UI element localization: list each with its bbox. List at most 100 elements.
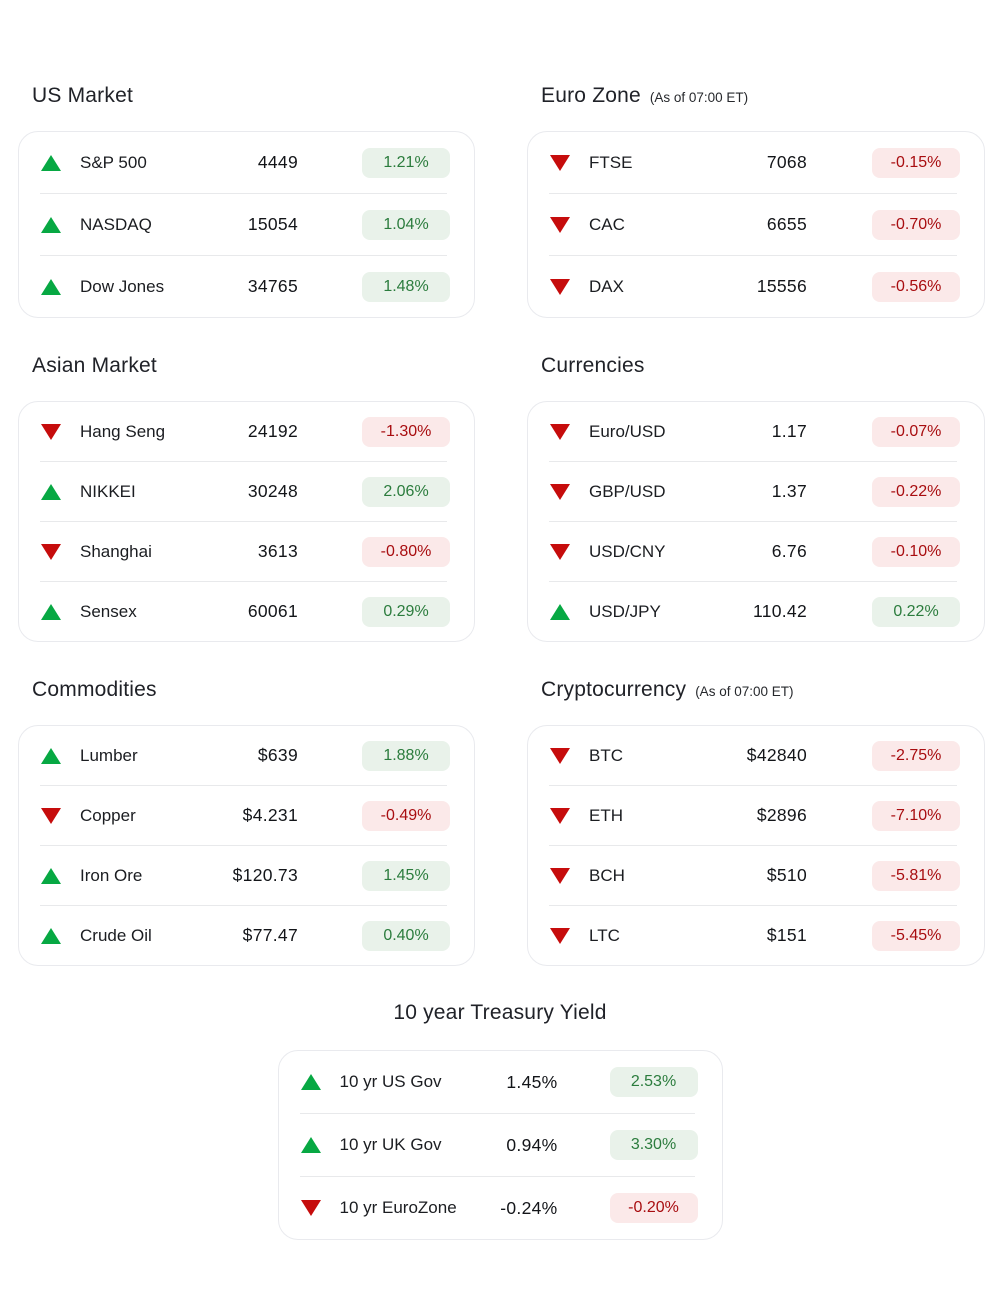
section-header: Currencies [527, 354, 985, 380]
instrument-value: 6655 [766, 214, 807, 234]
section-commodities: Commodities Lumber $639 1.88% Copper $4.231 -… [18, 678, 475, 966]
row-divider [549, 255, 957, 256]
change-badge: 3.30% [609, 1130, 698, 1160]
market-row: Shanghai 3613 -0.80% [19, 522, 474, 581]
instrument-name: 10 yr EuroZone [339, 1198, 457, 1217]
section-title: Euro Zone [541, 84, 641, 107]
market-row: 10 yr EuroZone -0.24% -0.20% [279, 1177, 722, 1239]
change-badge: 2.53% [609, 1067, 698, 1097]
instrument-value: 110.42 [752, 601, 807, 621]
up-triangle-icon [41, 154, 61, 171]
instrument-value: $4.231 [242, 805, 298, 825]
instrument-name: Iron Ore [80, 865, 143, 885]
change-badge: -5.81% [872, 860, 960, 891]
market-row: GBP/USD 1.37 -0.22% [528, 462, 984, 521]
instrument-name: 10 yr UK Gov [339, 1135, 442, 1154]
down-triangle-icon [550, 278, 570, 295]
instrument-name: Hang Seng [80, 421, 166, 441]
row-divider [40, 581, 447, 582]
instrument-name: Shanghai [80, 541, 152, 561]
row-divider [40, 785, 447, 786]
change-badge: 0.29% [362, 596, 450, 627]
instrument-value: 1.17 [771, 421, 807, 441]
instrument-value: 6.76 [771, 541, 807, 561]
up-triangle-icon [300, 1074, 321, 1090]
instrument-name: Dow Jones [80, 276, 165, 296]
row-divider [549, 461, 957, 462]
section-header: Commodities [18, 678, 475, 704]
up-triangle-icon [41, 603, 61, 620]
row-divider [40, 905, 447, 906]
instrument-value: 15054 [247, 214, 298, 234]
market-card: S&P 500 4449 1.21% NASDAQ 15054 1.04% Dow Jone… [18, 131, 475, 318]
up-triangle-icon [41, 483, 61, 500]
instrument-name: BCH [589, 865, 625, 885]
change-badge: -0.10% [872, 536, 960, 567]
instrument-name: S&P 500 [80, 152, 147, 172]
market-card: Lumber $639 1.88% Copper $4.231 -0.49% Iron Or… [18, 725, 475, 966]
row-divider [549, 521, 957, 522]
section-currencies: Currencies Euro/USD 1.17 -0.07% GBP/USD 1.37… [527, 354, 985, 642]
dashboard-row-3: Commodities Lumber $639 1.88% Copper $4.231 -… [0, 678, 1000, 966]
down-triangle-icon [41, 807, 61, 824]
row-divider [40, 193, 447, 194]
section-header: Cryptocurrency (As of 07:00 ET) [527, 678, 985, 704]
change-badge: -1.30% [362, 416, 450, 447]
row-divider [549, 785, 957, 786]
instrument-value: $2896 [756, 805, 807, 825]
change-badge: -0.56% [872, 271, 960, 302]
change-badge: -0.70% [872, 209, 960, 240]
market-card: FTSE 7068 -0.15% CAC 6655 -0.70% DAX 15556 -0.56… [527, 131, 985, 318]
section-header: 10 year Treasury Yield [0, 1001, 1000, 1027]
instrument-value: 1.37 [771, 481, 807, 501]
instrument-name: FTSE [589, 152, 633, 172]
row-divider [40, 461, 447, 462]
instrument-value: $639 [257, 745, 298, 765]
section-asian-market: Asian Market Hang Seng 24192 -1.30% NIKKEI 3… [18, 354, 475, 642]
section-title: Currencies [541, 354, 645, 377]
market-card: Euro/USD 1.17 -0.07% GBP/USD 1.37 -0.22% USD/C… [527, 401, 985, 642]
section-title: Commodities [32, 678, 157, 701]
section-title: 10 year Treasury Yield [393, 1001, 607, 1024]
change-badge: -0.15% [872, 147, 960, 178]
section-cryptocurrency: Cryptocurrency (As of 07:00 ET) BTC $4284… [527, 678, 985, 966]
up-triangle-icon [550, 603, 570, 620]
row-divider [40, 255, 447, 256]
instrument-name: Euro/USD [589, 421, 666, 441]
instrument-value: 60061 [247, 601, 298, 621]
up-triangle-icon [41, 278, 61, 295]
change-badge: 1.04% [362, 209, 450, 240]
instrument-value: 7068 [766, 152, 807, 172]
instrument-name: USD/CNY [589, 541, 666, 561]
market-row: CAC 6655 -0.70% [528, 194, 984, 255]
market-row: 10 yr US Gov 1.45% 2.53% [279, 1051, 722, 1113]
change-badge: -5.45% [872, 920, 960, 951]
down-triangle-icon [550, 154, 570, 171]
up-triangle-icon [300, 1137, 321, 1153]
market-row: USD/CNY 6.76 -0.10% [528, 522, 984, 581]
down-triangle-icon [550, 927, 570, 944]
market-row: Copper $4.231 -0.49% [19, 786, 474, 845]
instrument-value: 1.45% [506, 1071, 558, 1092]
instrument-name: Sensex [80, 601, 137, 621]
change-badge: 1.45% [362, 860, 450, 891]
section-subtitle: (As of 07:00 ET) [649, 90, 749, 105]
instrument-name: NIKKEI [80, 481, 136, 501]
market-row: Iron Ore $120.73 1.45% [19, 846, 474, 905]
market-row: Sensex 60061 0.29% [19, 582, 474, 641]
change-badge: 1.88% [362, 740, 450, 771]
row-divider [549, 845, 957, 846]
market-row: NASDAQ 15054 1.04% [19, 194, 474, 255]
row-divider [299, 1176, 695, 1177]
instrument-name: Copper [80, 805, 136, 825]
market-row: LTC $151 -5.45% [528, 906, 984, 965]
instrument-value: 15556 [756, 276, 807, 296]
instrument-name: USD/JPY [589, 601, 661, 621]
instrument-value: 30248 [247, 481, 298, 501]
section-title: Cryptocurrency [541, 678, 687, 701]
market-row: Hang Seng 24192 -1.30% [19, 402, 474, 461]
change-badge: -0.80% [362, 536, 450, 567]
instrument-name: BTC [589, 745, 623, 765]
market-card: BTC $42840 -2.75% ETH $2896 -7.10% BCH $510 -5.8… [527, 725, 985, 966]
market-row: FTSE 7068 -0.15% [528, 132, 984, 193]
